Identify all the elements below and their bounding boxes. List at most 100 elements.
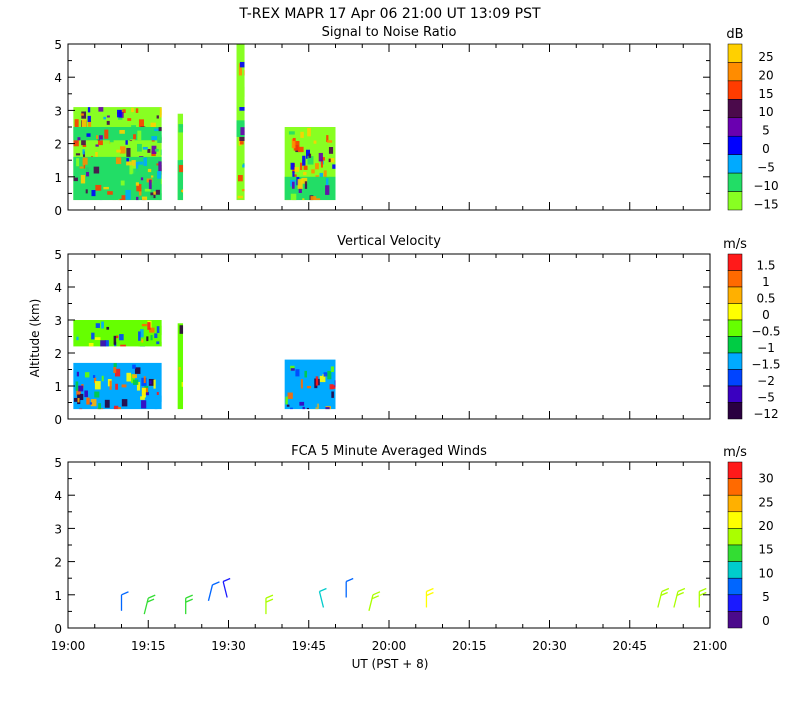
data-cell xyxy=(157,392,159,395)
data-cell xyxy=(105,400,110,408)
data-cell xyxy=(96,323,100,328)
data-cell xyxy=(76,327,81,337)
data-cell xyxy=(240,141,244,144)
data-cell xyxy=(107,121,110,125)
data-cell xyxy=(143,158,147,166)
data-cell xyxy=(80,166,84,168)
data-cell xyxy=(103,187,109,189)
data-cell xyxy=(153,380,155,389)
wind-barb-flag xyxy=(373,592,380,595)
colorbar-swatch xyxy=(728,136,742,154)
wind-barb-flag xyxy=(426,588,433,591)
data-cell xyxy=(119,130,124,134)
x-tick-label: 19:45 xyxy=(291,639,326,653)
data-cell xyxy=(311,381,313,384)
data-cell xyxy=(81,113,84,115)
data-cell xyxy=(318,135,323,137)
data-cell xyxy=(302,156,305,166)
colorbar-swatch xyxy=(728,495,742,512)
data-cell xyxy=(81,175,85,184)
data-cell xyxy=(291,194,296,200)
data-cell xyxy=(116,150,120,153)
data-cell xyxy=(131,108,134,112)
colorbar-label: −12 xyxy=(753,407,778,421)
x-tick-label: 20:15 xyxy=(452,639,487,653)
y-tick-label: 5 xyxy=(54,456,62,470)
colorbar-label: 10 xyxy=(758,566,773,580)
data-cell xyxy=(155,407,158,409)
colorbar-label: 1.5 xyxy=(756,259,775,273)
data-cell xyxy=(149,380,151,384)
data-cell xyxy=(100,340,106,346)
colorbar-label: −10 xyxy=(753,179,778,193)
data-cell xyxy=(86,398,88,405)
y-tick-label: 3 xyxy=(54,104,62,118)
colorbar-unit: m/s xyxy=(723,237,747,252)
x-tick-label: 20:45 xyxy=(612,639,647,653)
data-cell xyxy=(335,380,336,387)
wind-barb-flag xyxy=(319,588,326,591)
colorbar-label: −1.5 xyxy=(751,358,780,372)
data-cell xyxy=(130,139,135,140)
y-tick-label: 2 xyxy=(54,556,62,570)
data-cell xyxy=(85,165,91,172)
colorbar-label: 15 xyxy=(758,543,773,557)
data-cell xyxy=(325,407,329,409)
data-cell xyxy=(122,195,126,200)
data-cell xyxy=(115,384,118,390)
data-cell xyxy=(89,159,92,162)
data-cell xyxy=(307,386,311,388)
plot-frame xyxy=(68,254,710,419)
colorbar-swatch xyxy=(728,578,742,595)
data-cell xyxy=(138,162,143,165)
data-cell xyxy=(301,379,303,388)
data-cell xyxy=(88,116,91,122)
data-cell xyxy=(148,169,151,172)
data-cell xyxy=(93,375,95,378)
data-cell xyxy=(155,149,159,152)
data-cell xyxy=(329,159,331,163)
colorbar-swatch xyxy=(728,545,742,562)
data-cell xyxy=(143,147,148,150)
data-cell xyxy=(156,190,160,195)
data-cell xyxy=(305,181,307,189)
data-cell xyxy=(118,407,121,409)
data-cell xyxy=(85,372,89,377)
data-cell xyxy=(94,392,99,398)
data-cell xyxy=(239,68,242,75)
colorbar-label: 25 xyxy=(758,495,773,509)
data-cell xyxy=(156,341,159,344)
data-cell xyxy=(154,129,159,131)
data-cell xyxy=(99,135,103,139)
data-cell xyxy=(239,107,244,111)
data-cell xyxy=(242,164,244,167)
y-tick-label: 1 xyxy=(54,171,62,185)
data-cell xyxy=(161,396,162,402)
data-cell xyxy=(74,178,78,182)
wind-barb-flag xyxy=(186,599,193,602)
colorbar-swatch xyxy=(728,386,742,403)
colorbar-swatch xyxy=(728,62,742,80)
data-cell xyxy=(160,108,162,118)
wind-barb-flag xyxy=(266,595,273,598)
y-tick-label: 0 xyxy=(54,622,62,636)
data-cell xyxy=(289,131,295,134)
data-cell xyxy=(142,388,146,398)
data-cell xyxy=(126,148,130,157)
data-cell xyxy=(320,376,326,382)
y-tick-label: 1 xyxy=(54,589,62,603)
wind-barb xyxy=(319,591,323,607)
colorbar-label: −0.5 xyxy=(751,325,780,339)
data-cell xyxy=(122,384,127,387)
data-cell xyxy=(157,171,161,179)
data-cell xyxy=(95,381,101,389)
page-title: T-REX MAPR 17 Apr 06 21:00 UT 13:09 PST xyxy=(238,6,541,22)
colorbar-swatch xyxy=(728,562,742,579)
data-cell xyxy=(137,144,142,152)
colorbar-swatch xyxy=(728,479,742,496)
colorbar-swatch xyxy=(728,173,742,191)
wind-barb-flag xyxy=(148,595,155,598)
colorbar-swatch xyxy=(728,304,742,321)
